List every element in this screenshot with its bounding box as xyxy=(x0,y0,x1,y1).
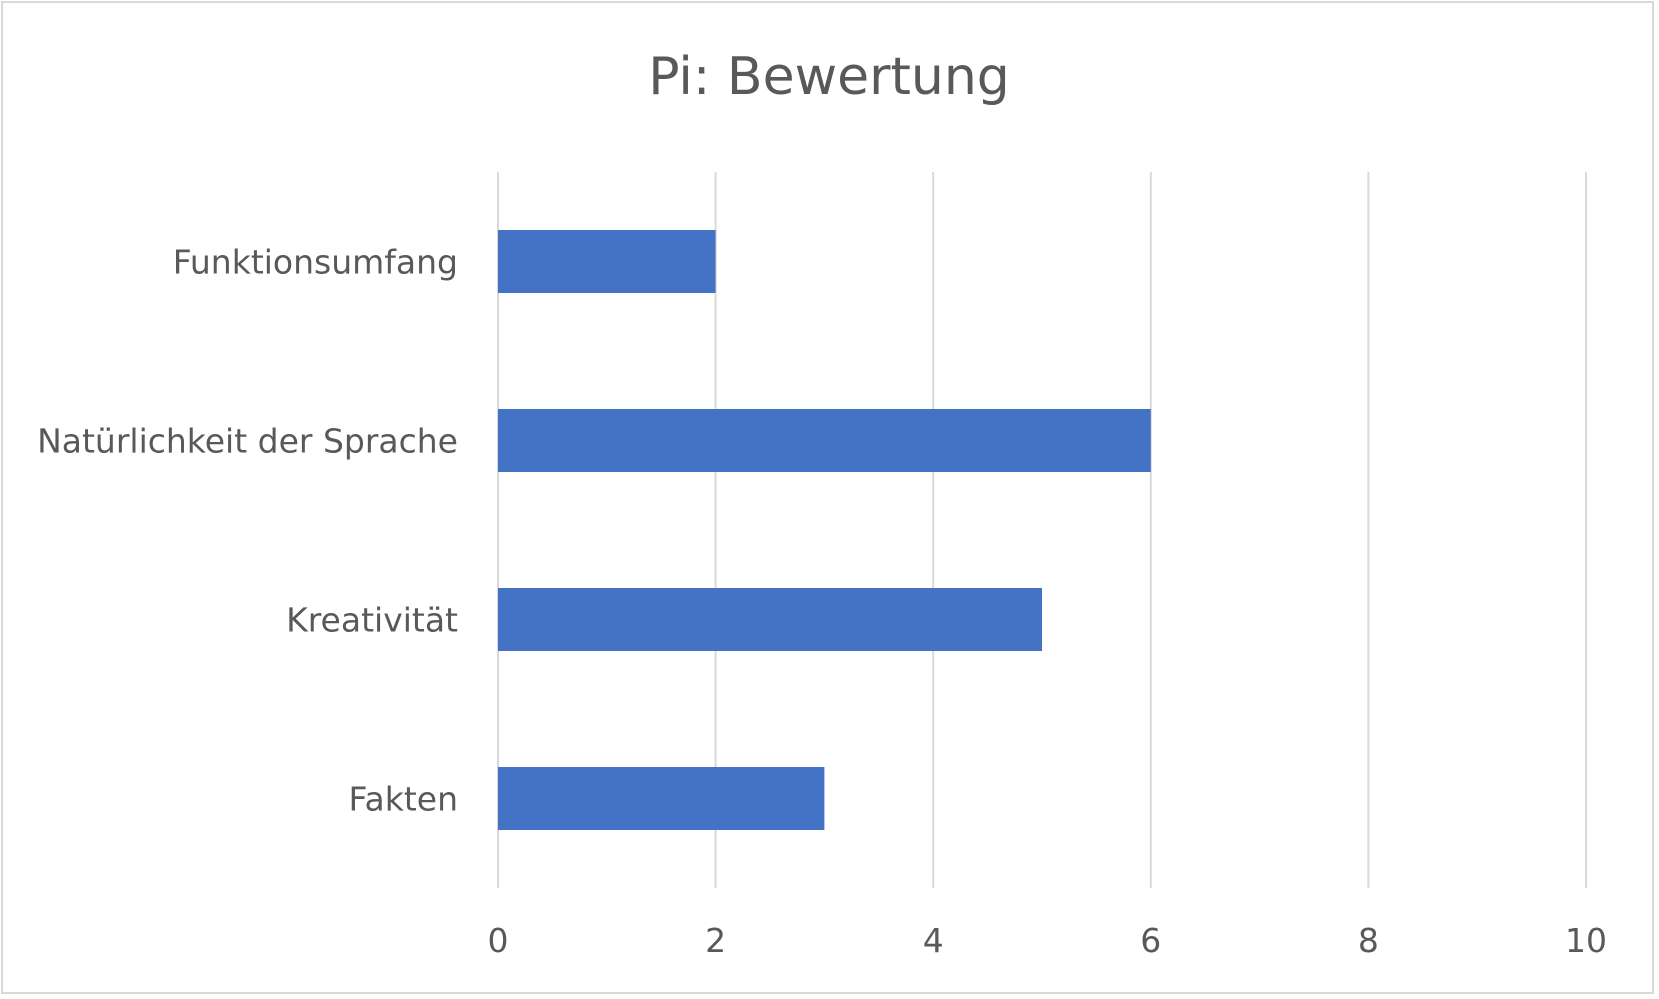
chart-title: Pi: Bewertung xyxy=(648,47,1010,107)
category-labels: Funktionsumfang Natürlichkeit der Sprache… xyxy=(37,243,458,819)
category-label: Fakten xyxy=(349,780,458,819)
bar xyxy=(498,588,1042,651)
x-tick-label: 2 xyxy=(705,921,726,960)
category-label: Funktionsumfang xyxy=(173,243,458,282)
category-label: Natürlichkeit der Sprache xyxy=(37,422,458,461)
category-label: Kreativität xyxy=(286,601,458,640)
bars xyxy=(498,230,1151,830)
x-tick-label: 6 xyxy=(1140,921,1161,960)
x-tick-label: 4 xyxy=(923,921,944,960)
x-tick-label: 8 xyxy=(1358,921,1379,960)
bar xyxy=(498,409,1151,472)
x-tick-label: 0 xyxy=(488,921,509,960)
x-tick-labels: 0 2 4 6 8 10 xyxy=(488,921,1608,960)
bar xyxy=(498,767,825,830)
x-tick-label: 10 xyxy=(1565,921,1607,960)
bar xyxy=(498,230,716,293)
